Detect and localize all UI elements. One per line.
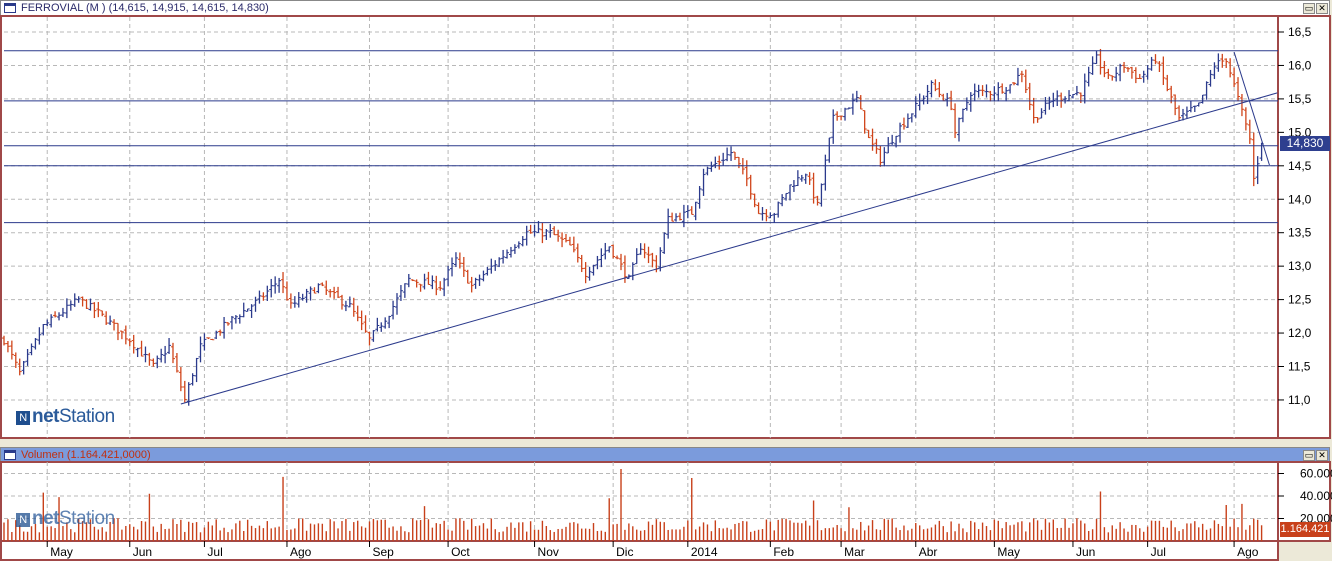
price-tick-label: 11,5 — [1288, 360, 1311, 374]
time-axis — [0, 540, 1279, 561]
volume-pane — [0, 461, 1279, 542]
time-tick-label: Sep — [372, 545, 394, 559]
time-tick-label: Jul — [207, 545, 222, 559]
trendline — [1233, 51, 1270, 166]
time-tick-label: Nov — [538, 545, 559, 559]
price-tick-label: 15,0 — [1288, 125, 1312, 139]
last-price-label: 14,830 — [1280, 136, 1330, 151]
time-tick-label: Dic — [616, 545, 633, 559]
time-tick-label: Jun — [133, 545, 152, 559]
price-tick-label: 16,5 — [1288, 25, 1312, 39]
price-tick-label: 11,0 — [1288, 393, 1311, 407]
time-tick-label: May — [997, 545, 1020, 559]
time-tick-label: Jun — [1076, 545, 1095, 559]
window-icon — [4, 450, 16, 460]
price-axis — [1277, 15, 1331, 439]
close-icon[interactable]: ✕ — [1316, 3, 1328, 14]
restore-icon[interactable]: ▭ — [1303, 3, 1315, 14]
time-tick-label: Abr — [919, 545, 938, 559]
price-tick-label: 12,5 — [1288, 293, 1312, 307]
last-volume-label: 1.164.421 — [1280, 522, 1330, 537]
time-tick-label: Ago — [290, 545, 312, 559]
price-tick-label: 13,0 — [1288, 259, 1312, 273]
time-tick-label: Jul — [1151, 545, 1166, 559]
time-tick-label: May — [50, 545, 73, 559]
price-tick-label: 15,5 — [1288, 92, 1312, 106]
time-tick-label: Ago — [1237, 545, 1259, 559]
time-tick-label: Oct — [451, 545, 470, 559]
price-tick-label: 16,0 — [1288, 58, 1312, 72]
price-tick-label: 12,0 — [1288, 326, 1312, 340]
volume-tick-label: 60.000 — [1300, 467, 1332, 481]
time-tick-label: 2014 — [691, 545, 718, 559]
volume-tick-label: 40.000 — [1300, 489, 1332, 503]
time-tick-label: Mar — [844, 545, 865, 559]
close-icon[interactable]: ✕ — [1316, 450, 1328, 461]
chart-title: FERROVIAL (M ) (14,615, 14,915, 14,615, … — [21, 2, 269, 14]
price-tick-label: 14,5 — [1288, 159, 1312, 173]
time-tick-label: Feb — [773, 545, 794, 559]
trendline — [180, 92, 1278, 405]
price-tick-label: 13,5 — [1288, 226, 1312, 240]
price-tick-label: 14,0 — [1288, 192, 1312, 206]
price-pane — [0, 15, 1279, 439]
volume-title: Volumen (1.164.421,0000) — [21, 449, 151, 461]
window-icon — [4, 3, 16, 13]
restore-icon[interactable]: ▭ — [1303, 450, 1315, 461]
